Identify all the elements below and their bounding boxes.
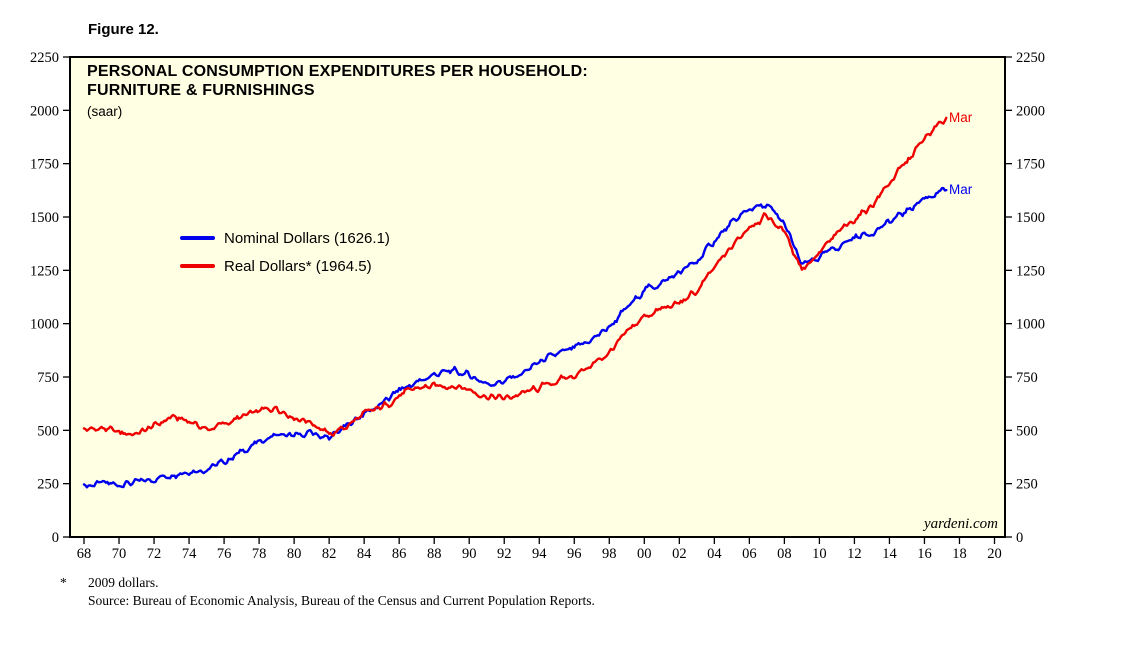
legend-item-real: Real Dollars* (1964.5): [180, 252, 390, 280]
y-axis-label-right: 500: [1016, 423, 1038, 439]
y-axis-label-right: 1000: [1016, 317, 1045, 333]
chart-title-block: PERSONAL CONSUMPTION EXPENDITURES PER HO…: [87, 62, 588, 121]
legend-label-nominal: Nominal Dollars (1626.1): [224, 229, 390, 247]
y-axis-label-right: 1500: [1016, 210, 1045, 226]
legend-swatch-nominal: [180, 236, 215, 240]
watermark-yardeni: yardeni.com: [923, 516, 998, 532]
plot-area: [69, 56, 1006, 538]
y-axis-label-left: 2250: [30, 50, 59, 66]
x-axis-label: 12: [847, 546, 862, 562]
x-axis-label: 18: [952, 546, 967, 562]
y-axis-label-right: 2250: [1016, 50, 1045, 66]
end-label-real: Mar: [949, 110, 973, 125]
x-axis-label: 00: [637, 546, 652, 562]
chart-title-line1: PERSONAL CONSUMPTION EXPENDITURES PER HO…: [87, 63, 588, 80]
x-axis-label: 82: [322, 546, 337, 562]
figure-label: Figure 12.: [88, 21, 159, 38]
x-axis-label: 10: [812, 546, 827, 562]
x-axis-label: 06: [742, 546, 757, 562]
y-axis-label-left: 1750: [30, 157, 59, 173]
y-axis-label-left: 2000: [30, 103, 59, 119]
x-axis-label: 68: [77, 546, 92, 562]
x-axis-label: 16: [917, 546, 932, 562]
footnotes: * 2009 dollars. Source: Bureau of Econom…: [60, 574, 595, 610]
y-axis-label-right: 1750: [1016, 157, 1045, 173]
x-axis-label: 90: [462, 546, 477, 562]
legend-swatch-real: [180, 264, 215, 268]
x-axis-label: 76: [217, 546, 232, 562]
x-axis-label: 88: [427, 546, 442, 562]
x-axis-label: 72: [147, 546, 162, 562]
y-axis-label-left: 500: [37, 423, 59, 439]
y-axis-label-left: 1500: [30, 210, 59, 226]
x-axis-label: 80: [287, 546, 302, 562]
x-axis-label: 70: [112, 546, 127, 562]
x-axis-label: 04: [707, 546, 722, 562]
y-axis-label-right: 2000: [1016, 103, 1045, 119]
series-line-nominal-dollars: [82, 186, 948, 489]
x-axis-label: 96: [567, 546, 582, 562]
y-axis-label-left: 250: [37, 477, 59, 493]
legend: Nominal Dollars (1626.1) Real Dollars* (…: [180, 224, 390, 280]
y-axis-label-left: 0: [52, 530, 59, 546]
footnote-lines: 2009 dollars. Source: Bureau of Economic…: [88, 574, 595, 610]
footnote-2009-dollars: 2009 dollars.: [88, 575, 159, 590]
y-axis-label-right: 0: [1016, 530, 1023, 546]
x-axis-label: 20: [987, 546, 1002, 562]
y-axis-label-right: 1250: [1016, 263, 1045, 279]
footnote-asterisk: *: [60, 575, 67, 590]
x-axis-label: 94: [532, 546, 547, 562]
x-axis-label: 86: [392, 546, 407, 562]
footnote-source: Source: Bureau of Economic Analysis, Bur…: [88, 593, 595, 608]
chart-title-line2: FURNITURE & FURNISHINGS: [87, 82, 315, 99]
x-axis-label: 08: [777, 546, 792, 562]
x-axis-label: 92: [497, 546, 512, 562]
y-axis-label-right: 250: [1016, 477, 1038, 493]
legend-item-nominal: Nominal Dollars (1626.1): [180, 224, 390, 252]
x-axis-label: 98: [602, 546, 617, 562]
y-axis-label-right: 750: [1016, 370, 1038, 386]
x-axis-label: 02: [672, 546, 687, 562]
series-line-real-dollars: [82, 116, 948, 437]
chart-subtitle: (saar): [87, 104, 123, 119]
y-axis-label-left: 1250: [30, 263, 59, 279]
end-label-nominal: Mar: [949, 182, 973, 197]
legend-label-real: Real Dollars* (1964.5): [224, 257, 372, 275]
y-axis-label-left: 750: [37, 370, 59, 386]
x-axis-label: 14: [882, 546, 897, 562]
x-axis-label: 84: [357, 546, 372, 562]
x-axis-label: 78: [252, 546, 267, 562]
y-axis-label-left: 1000: [30, 317, 59, 333]
x-axis-label: 74: [182, 546, 197, 562]
